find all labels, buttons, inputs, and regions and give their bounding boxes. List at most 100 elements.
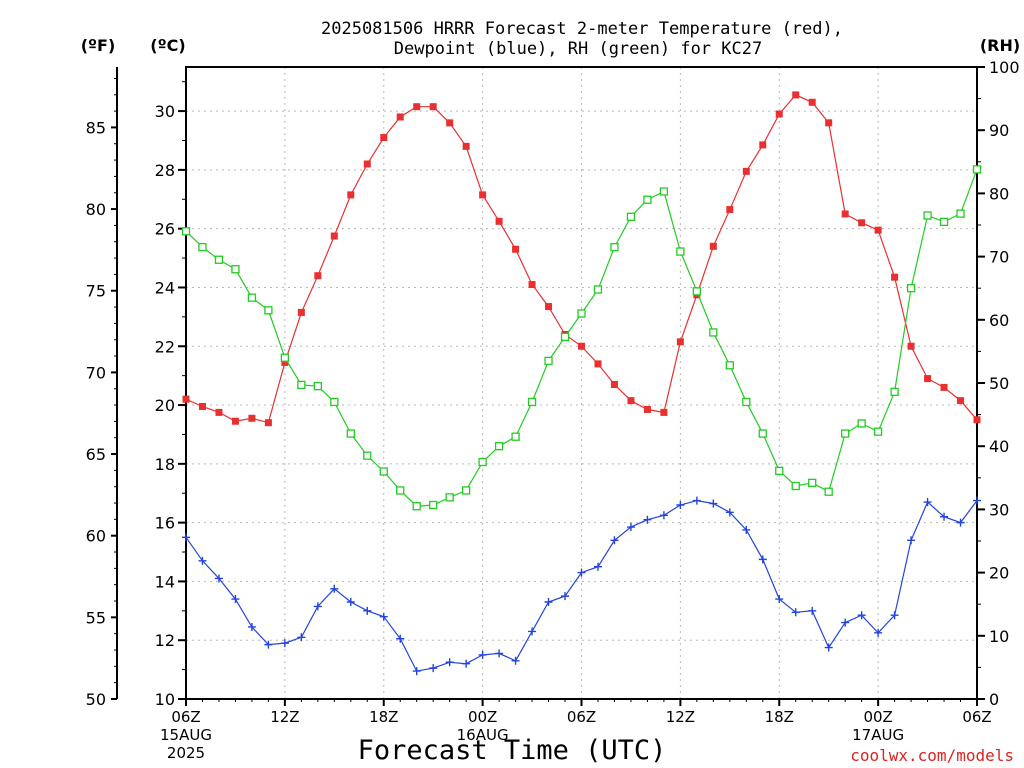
dewpoint-point [379,612,388,621]
fahrenheit-tick-label: 50 [86,690,106,709]
celsius-tick-label: 10 [155,690,175,709]
dewpoint-point [923,498,932,507]
dewpoint-line [185,499,978,672]
temperature-point [924,375,932,383]
rh-point [939,217,949,226]
rh-point [577,309,586,318]
dewpoint-point [577,568,586,577]
dewpoint-point [643,515,652,524]
temperature-point [446,119,454,127]
series-lines [181,91,982,676]
dewpoint-point [742,525,751,534]
temperature-point [775,110,783,118]
rh-point [956,209,965,218]
rh-tick-label: 70 [989,248,1009,267]
dewpoint-point [791,608,800,617]
dewpoint-point [231,595,240,604]
temperature-point [709,242,717,250]
temperature-point [396,113,404,121]
rh-point [626,212,636,221]
rh-point [461,486,471,495]
dewpoint-point [758,555,767,564]
temperature-point [495,217,503,225]
dewpoint-point [890,611,899,620]
x-tick-label: 00Z [468,708,497,726]
x-tick-label: 00Z [863,708,892,726]
temperature-point [660,408,668,416]
dewpoint-point [313,602,322,611]
temperature-point [528,281,536,289]
fahrenheit-tick-label: 80 [86,200,106,219]
chart-title-line-1: 2025081506 HRRR Forecast 2-meter Tempera… [321,19,843,39]
x-tick-label: 12Z [666,708,695,726]
rh-point [280,353,290,362]
axis-ticks: 10 12 14 16 18 20 22 24 26 28 30 50 55 60 65 70 75 80 85 0 1… [86,58,1020,762]
rh-point [923,211,932,220]
x-tick-label: 06Z [171,708,200,726]
temperature-point [643,405,651,413]
fahrenheit-tick-label: 55 [86,608,106,627]
temperature-point [413,103,421,111]
temperature-point [594,360,602,368]
dewpoint-point [495,649,504,658]
temperature-point [808,98,816,106]
dewpoint-point [692,496,701,505]
temperature-point [248,414,256,422]
rh-point [511,432,520,441]
dewpoint-point [280,639,289,648]
rh-point [264,306,273,315]
dewpoint-point [182,533,190,542]
rh-point [181,227,191,236]
dewpoint-point [511,656,520,665]
dewpoint-point [363,606,372,615]
dewpoint-point [626,523,635,532]
dewpoint-point [198,556,207,565]
rh-point [560,332,570,342]
rh-point [824,487,833,496]
dewpoint-point [659,511,668,520]
x-tick-label: 06Z [567,708,596,726]
dewpoint-point [824,643,833,652]
dewpoint-point [907,536,916,545]
rh-tick-label: 60 [989,311,1009,330]
fahrenheit-tick-label: 70 [86,363,106,382]
temperature-point [231,417,239,425]
dewpoint-point [973,496,981,505]
x-axis-label: Forecast Time (UTC) [358,735,667,766]
dewpoint-point [264,640,273,649]
dewpoint-point [214,574,223,583]
temperature-point [297,308,305,316]
temperature-point [512,245,520,253]
dewpoint-point [709,499,718,508]
fahrenheit-tick-label: 60 [86,527,106,546]
dewpoint-point [775,595,784,604]
celsius-tick-label: 20 [155,396,175,415]
dewpoint-point [841,618,850,627]
temperature-point [462,142,470,150]
temperature-point [891,273,899,281]
dewpoint-point [593,562,602,571]
temperature-point [545,303,553,311]
temperature-point [264,419,272,427]
temperature-point [198,403,206,411]
temperature-point [380,134,388,142]
rh-point [363,451,372,460]
celsius-tick-label: 16 [155,514,175,533]
celsius-tick-label: 14 [155,572,175,591]
rh-point [429,500,438,510]
temperature-point [610,380,618,388]
dewpoint-point [396,634,405,643]
rh-point [412,502,421,511]
temperature-point [676,338,684,346]
temperature-point [726,206,734,214]
rh-point [330,397,339,407]
dewpoint-point [445,658,454,667]
rh-point [742,397,751,407]
fahrenheit-tick-label: 75 [86,282,106,301]
rh-point [445,493,454,502]
rh-point [808,478,817,488]
rh-point [873,427,883,436]
temperature-point [347,191,355,199]
temperature-point [627,397,635,405]
fahrenheit-unit-label: (ºF) [81,36,116,55]
